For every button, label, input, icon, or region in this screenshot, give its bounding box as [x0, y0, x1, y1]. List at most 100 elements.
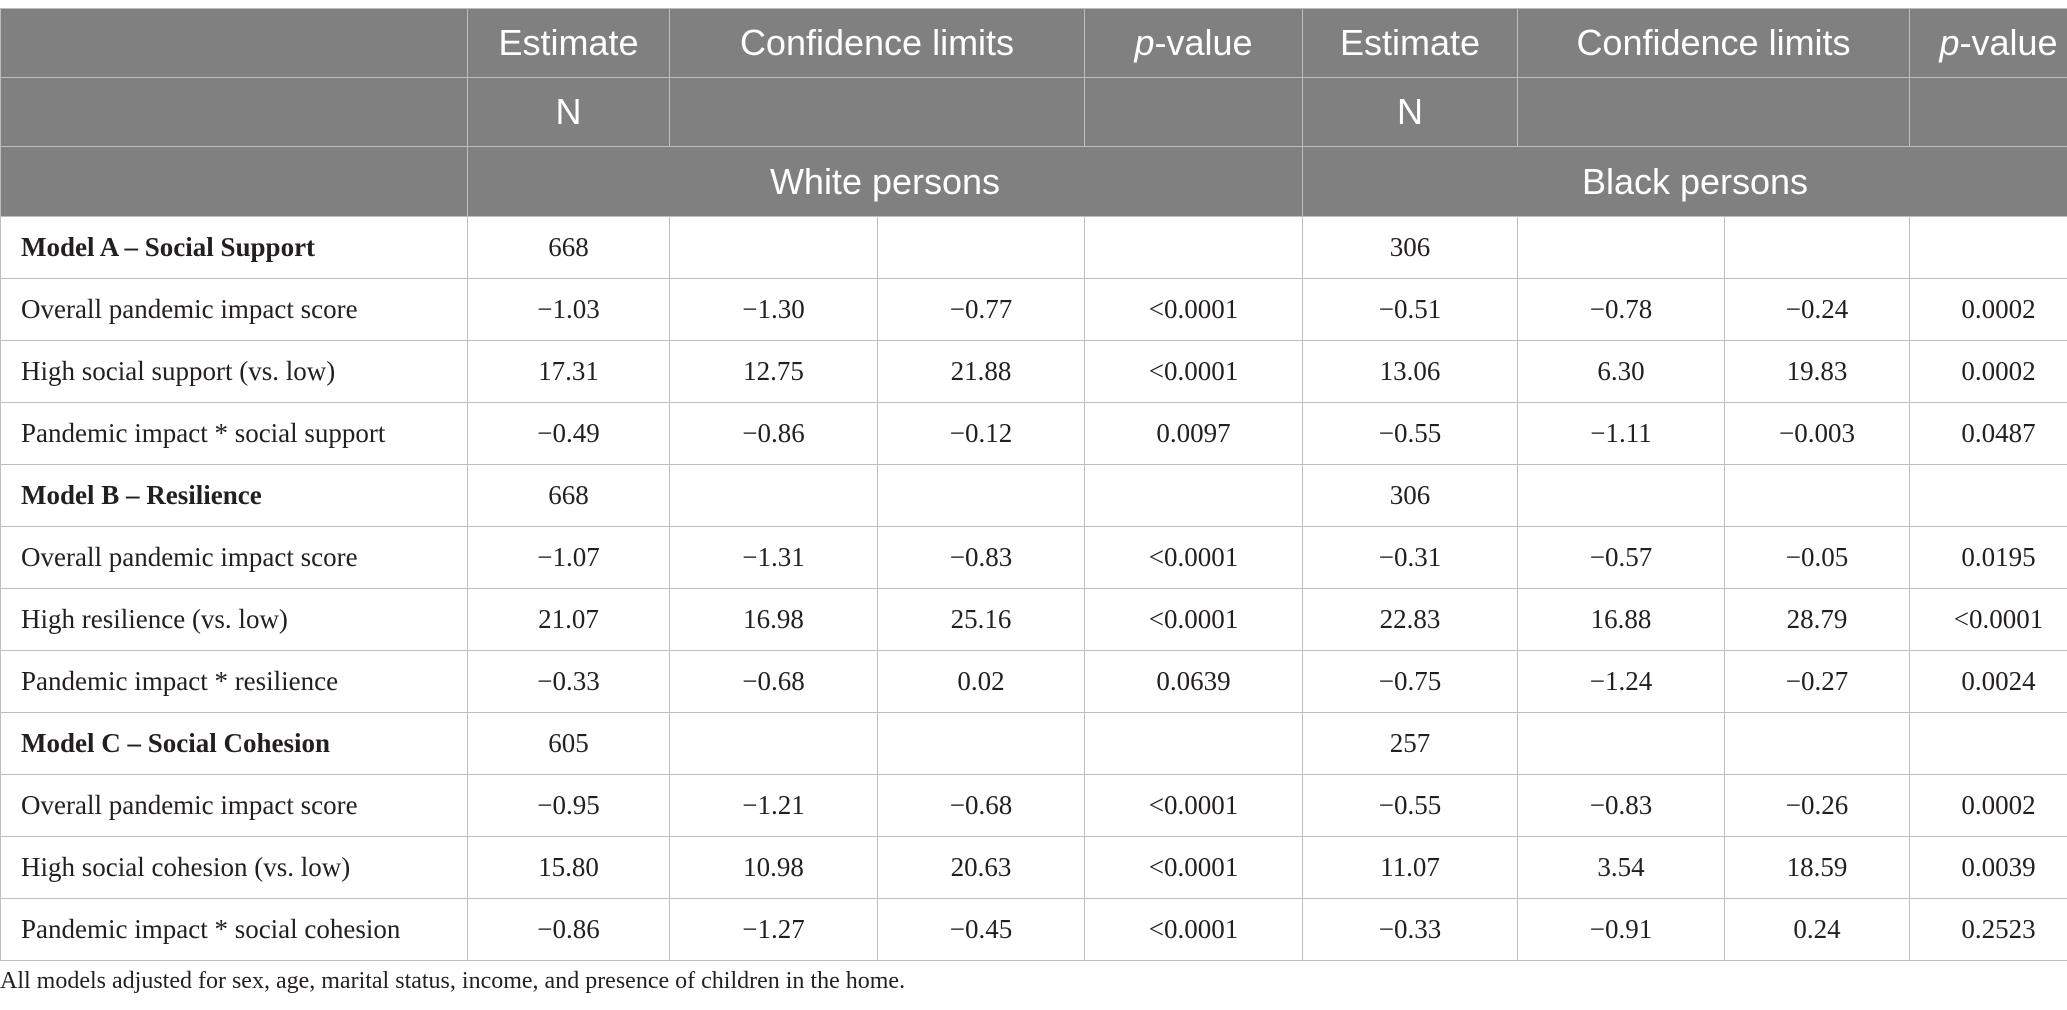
table-cell: −1.24: [1517, 650, 1725, 713]
table-cell: −0.12: [877, 402, 1085, 465]
table-cell: 11.07: [1302, 836, 1518, 899]
table-cell: <0.0001: [1084, 526, 1303, 589]
results-table-container: Estimate Confidence limits p-value Estim…: [0, 8, 2067, 961]
table-cell: 0.0024: [1909, 650, 2067, 713]
table-cell: [1084, 464, 1303, 527]
table-cell: −0.68: [669, 650, 878, 713]
table-row: High social support (vs. low) 17.31 12.75 2…: [0, 340, 2067, 403]
row-label: Overall pandemic impact score: [0, 774, 468, 837]
table-cell: −1.30: [669, 278, 878, 341]
table-cell: −0.51: [1302, 278, 1518, 341]
table-cell: −0.83: [1517, 774, 1725, 837]
table-cell: 6.30: [1517, 340, 1725, 403]
table-cell: 28.79: [1724, 588, 1910, 651]
table-cell: <0.0001: [1084, 278, 1303, 341]
table-cell: −0.95: [467, 774, 670, 837]
table-footnote: All models adjusted for sex, age, marita…: [0, 968, 906, 994]
row-label: Pandemic impact * social support: [0, 402, 468, 465]
table-cell: 0.0487: [1909, 402, 2067, 465]
table-cell: −0.003: [1724, 402, 1910, 465]
model-label: Model A – Social Support: [0, 216, 468, 279]
row-label: High social support (vs. low): [0, 340, 468, 403]
table-cell: 3.54: [1517, 836, 1725, 899]
table-cell: [1724, 464, 1910, 527]
table-cell: [1724, 216, 1910, 279]
header-row-n: N N: [0, 77, 2067, 147]
table-cell: [877, 712, 1085, 775]
table-cell: 25.16: [877, 588, 1085, 651]
table-cell: −0.83: [877, 526, 1085, 589]
table-cell: −0.75: [1302, 650, 1518, 713]
header-confidence-black: Confidence limits: [1517, 8, 1910, 78]
table-row: Pandemic impact * social cohesion −0.86 −1…: [0, 898, 2067, 961]
header-empty-cell: [0, 146, 468, 217]
table-cell: −0.26: [1724, 774, 1910, 837]
table-row: Overall pandemic impact score −1.07 −1.31−…: [0, 526, 2067, 589]
table-cell: [1084, 712, 1303, 775]
header-empty-cell: [1084, 77, 1303, 147]
table-cell: −0.55: [1302, 402, 1518, 465]
table-body: Model A – Social Support 668 306 Overall pa…: [0, 216, 2067, 961]
table-cell: 668: [467, 464, 670, 527]
table-cell: 257: [1302, 712, 1518, 775]
table-cell: −0.05: [1724, 526, 1910, 589]
pvalue-suffix: -value: [1154, 22, 1253, 63]
group-white-persons: White persons: [467, 146, 1303, 217]
table-cell: [1909, 216, 2067, 279]
table-cell: 0.0002: [1909, 340, 2067, 403]
model-label: Model B – Resilience: [0, 464, 468, 527]
table-cell: 19.83: [1724, 340, 1910, 403]
table-cell: −0.31: [1302, 526, 1518, 589]
model-label: Model C – Social Cohesion: [0, 712, 468, 775]
table-cell: 668: [467, 216, 670, 279]
header-pvalue-black: p-value: [1909, 8, 2067, 78]
table-header: Estimate Confidence limits p-value Estim…: [0, 8, 2067, 217]
row-label: Pandemic impact * social cohesion: [0, 898, 468, 961]
table-cell: −1.21: [669, 774, 878, 837]
table-row: Pandemic impact * resilience −0.33 −0.68 0.…: [0, 650, 2067, 713]
model-header-row: Model C – Social Cohesion 605 257: [0, 712, 2067, 775]
table-cell: <0.0001: [1084, 340, 1303, 403]
table-cell: [669, 464, 878, 527]
model-header-row: Model B – Resilience 668 306: [0, 464, 2067, 527]
pvalue-suffix: -value: [1959, 22, 2058, 63]
table-cell: 0.2523: [1909, 898, 2067, 961]
header-n-black: N: [1302, 77, 1518, 147]
table-cell: −1.27: [669, 898, 878, 961]
header-row-labels: Estimate Confidence limits p-value Estim…: [0, 8, 2067, 78]
table-cell: [1909, 712, 2067, 775]
header-empty-cell: [1909, 77, 2067, 147]
table-cell: 16.88: [1517, 588, 1725, 651]
model-header-row: Model A – Social Support 668 306: [0, 216, 2067, 279]
table-cell: [669, 712, 878, 775]
table-cell: 10.98: [669, 836, 878, 899]
header-empty-cell: [0, 77, 468, 147]
table-cell: <0.0001: [1084, 588, 1303, 651]
table-cell: [1517, 216, 1725, 279]
table-cell: 0.0039: [1909, 836, 2067, 899]
table-cell: [1517, 464, 1725, 527]
row-label: High social cohesion (vs. low): [0, 836, 468, 899]
table-cell: −0.24: [1724, 278, 1910, 341]
table-cell: 22.83: [1302, 588, 1518, 651]
table-cell: <0.0001: [1084, 898, 1303, 961]
table-cell: −1.07: [467, 526, 670, 589]
table-cell: [877, 464, 1085, 527]
table-row: Pandemic impact * social support −0.49 −0.…: [0, 402, 2067, 465]
table-row: High resilience (vs. low) 21.07 16.98 25.16…: [0, 588, 2067, 651]
table-cell: −0.33: [1302, 898, 1518, 961]
table-cell: [877, 216, 1085, 279]
header-pvalue-white: p-value: [1084, 8, 1303, 78]
row-label: Overall pandemic impact score: [0, 526, 468, 589]
table-cell: −0.33: [467, 650, 670, 713]
table-cell: 21.07: [467, 588, 670, 651]
table-row: Overall pandemic impact score −1.03 −1.30−…: [0, 278, 2067, 341]
header-row-groups: White persons Black persons: [0, 146, 2067, 217]
table-cell: −0.55: [1302, 774, 1518, 837]
table-cell: [669, 216, 878, 279]
table-cell: −0.57: [1517, 526, 1725, 589]
table-cell: −1.31: [669, 526, 878, 589]
table-cell: −1.11: [1517, 402, 1725, 465]
table-cell: 15.80: [467, 836, 670, 899]
table-cell: 18.59: [1724, 836, 1910, 899]
